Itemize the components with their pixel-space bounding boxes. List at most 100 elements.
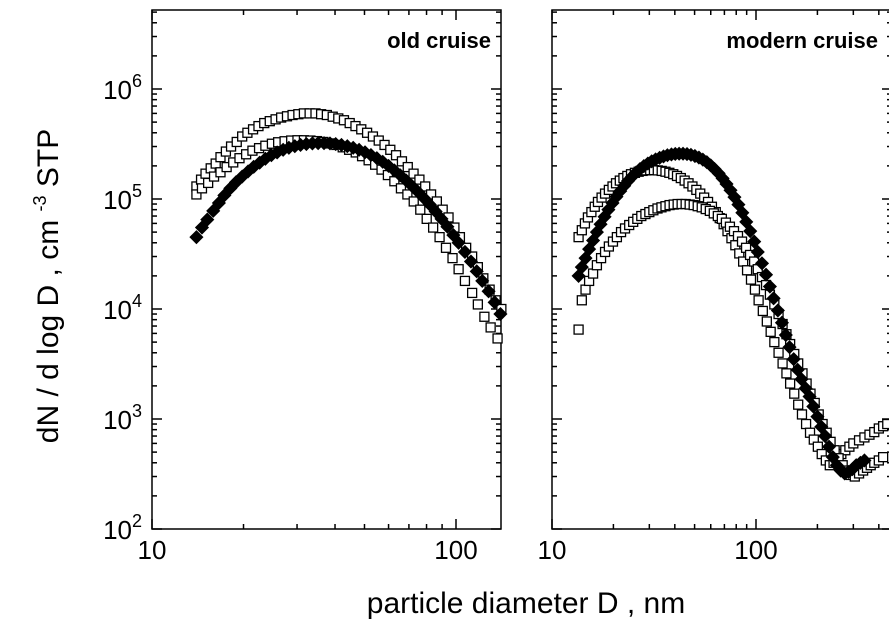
data-point-square: [777, 358, 788, 369]
data-point-square: [408, 168, 419, 179]
data-point-square: [421, 213, 432, 225]
y-tick-label: 102: [103, 511, 142, 545]
data-point-diamond: [750, 244, 765, 260]
y-tick-label: 103: [103, 401, 142, 435]
data-point-square: [765, 326, 776, 337]
data-point-square: [472, 299, 484, 310]
data-point-diamond: [440, 219, 455, 234]
data-point-square: [745, 274, 757, 285]
data-point-square: [784, 378, 796, 389]
data-point-diamond: [487, 295, 502, 310]
data-point-square: [414, 174, 425, 185]
data-point-square: [796, 409, 808, 420]
data-point-diamond: [802, 389, 817, 404]
data-point-square: [191, 189, 202, 200]
data-point-square: [420, 181, 431, 192]
data-point-square: [447, 252, 458, 264]
data-point-square: [741, 265, 753, 276]
panel-modern-cruise: modern cruise 10 100: [538, 9, 889, 565]
x-tick-label: 10: [138, 535, 167, 565]
data-point-square: [749, 284, 761, 295]
data-point-diamond: [743, 224, 758, 239]
data-point-diamond: [766, 291, 781, 306]
data-point-square: [877, 451, 889, 463]
data-point-square: [576, 295, 587, 306]
data-point-square: [882, 418, 889, 430]
plot-frame-modern-cruise: [551, 9, 889, 530]
data-point-square: [485, 322, 496, 333]
data-point-square: [415, 204, 426, 215]
data-point-diamond: [758, 267, 774, 282]
data-point-diamond: [754, 256, 770, 271]
data-point-diamond: [200, 212, 215, 227]
data-point-square: [440, 242, 452, 253]
x-tick-label: 100: [734, 535, 777, 565]
data-point-diamond: [782, 340, 797, 355]
data-point-square: [793, 399, 804, 410]
data-point-square: [453, 264, 464, 275]
data-point-diamond: [778, 327, 793, 343]
data-point-square: [402, 189, 413, 200]
data-point-diamond: [810, 409, 825, 424]
data-point-diamond: [451, 235, 466, 250]
data-point-diamond: [786, 352, 801, 367]
data-point-square: [773, 347, 784, 358]
data-point-diamond: [770, 303, 785, 318]
y-axis-title: dN / d log D , cm -3 STP: [30, 129, 65, 443]
data-point-diamond: [806, 399, 821, 414]
data-point-square: [196, 183, 208, 194]
y-axis-title-main: dN / d log D , cm: [32, 211, 65, 443]
data-point-square: [427, 222, 439, 233]
panel-title-modern-cruise: modern cruise: [726, 28, 878, 53]
data-point-square: [466, 287, 478, 299]
y-tick-label: 106: [103, 71, 142, 105]
data-point-square: [757, 305, 768, 317]
data-marks-modern-cruise: [571, 146, 889, 482]
data-point-square: [215, 167, 226, 178]
x-tick-label: 100: [434, 535, 477, 565]
panel-old-cruise: old cruise 102 103 104 105 106 10 100: [103, 9, 508, 565]
data-point-square: [202, 177, 214, 189]
data-point-square: [479, 311, 490, 322]
data-point-diamond: [578, 251, 593, 266]
data-point-square: [769, 336, 780, 348]
data-point-diamond: [434, 211, 449, 226]
data-point-square: [781, 368, 792, 379]
data-point-square: [390, 150, 402, 161]
data-point-square: [573, 324, 584, 335]
data-point-square: [459, 275, 471, 287]
data-point-square: [789, 388, 800, 399]
data-point-square: [215, 152, 226, 163]
data-point-diamond: [747, 234, 762, 249]
data-point-square: [396, 156, 408, 167]
data-point-diamond: [481, 284, 496, 299]
axis-ticks-modern-cruise: 10 100: [538, 10, 889, 565]
x-tick-label: 10: [538, 535, 567, 565]
data-point-diamond: [493, 306, 508, 322]
data-point-diamond: [206, 203, 221, 218]
data-point-square: [231, 136, 242, 148]
data-point-square: [753, 295, 764, 306]
data-point-diamond: [469, 264, 484, 279]
data-point-diamond: [762, 279, 777, 294]
data-point-square: [492, 333, 503, 344]
data-point-diamond: [817, 428, 833, 444]
data-point-square: [580, 284, 591, 295]
data-point-diamond: [475, 273, 490, 288]
plot-frame-old-cruise: [151, 9, 502, 530]
data-point-diamond: [189, 230, 204, 245]
axis-ticks-old-cruise: 102 103 104 105 106 10 100: [103, 10, 501, 565]
data-point-diamond: [457, 244, 472, 260]
data-point-square: [800, 418, 812, 430]
x-axis-title: particle diameter D , nm: [367, 587, 685, 620]
data-marks-old-cruise: [189, 108, 508, 344]
y-tick-label: 105: [103, 181, 142, 215]
data-point-square: [402, 161, 413, 173]
data-point-square: [395, 183, 407, 194]
data-point-diamond: [857, 453, 872, 468]
y-axis-title-exponent: -3: [30, 195, 50, 211]
data-point-square: [434, 231, 445, 243]
y-axis-title-unit: STP: [32, 129, 65, 196]
y-tick-label: 104: [103, 291, 142, 325]
panel-title-old-cruise: old cruise: [387, 28, 491, 53]
